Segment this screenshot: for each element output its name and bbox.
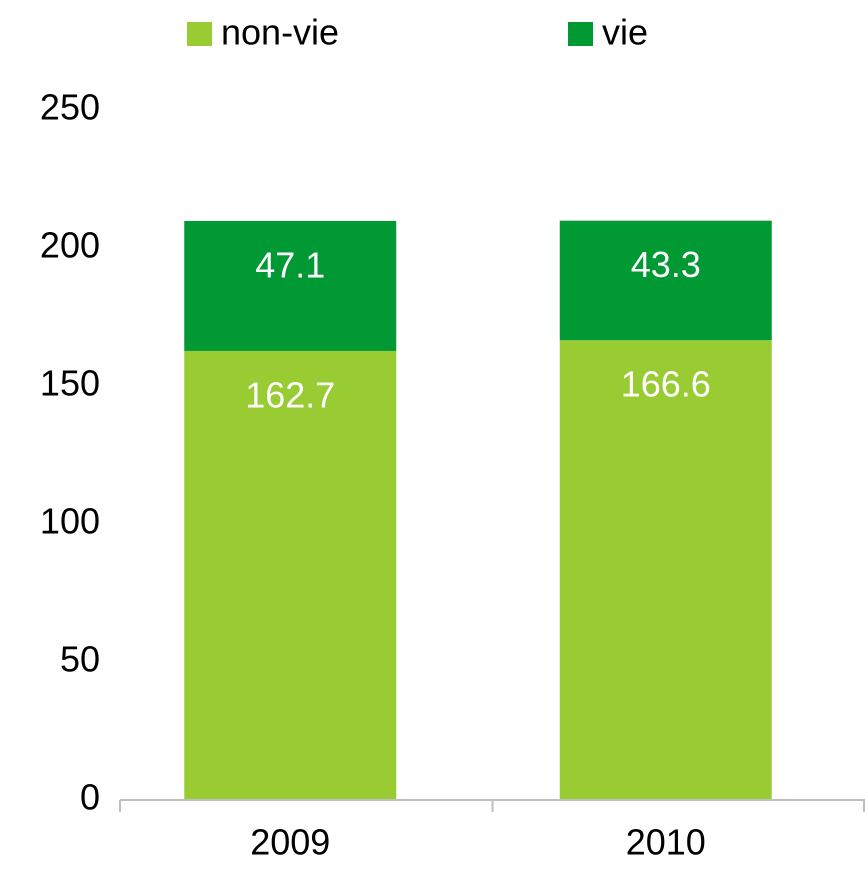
y-tick-label: 0 [80,777,100,818]
bar-segment [559,340,772,800]
legend-swatch [187,22,212,46]
bar-segment [184,220,397,351]
data-label: 47.1 [255,244,325,285]
x-tick-label: 2010 [626,822,706,863]
legend-label: vie [602,12,648,53]
y-tick-label: 150 [40,363,100,404]
y-tick-label: 200 [40,225,100,266]
legend-label: non-vie [221,12,339,53]
bar-segment [559,220,772,341]
x-tick-label: 2009 [250,822,330,863]
y-tick-label: 100 [40,501,100,542]
legend-swatch [568,22,593,46]
bar-segment [184,350,397,800]
data-label: 166.6 [621,364,711,405]
y-tick-label: 50 [60,639,100,680]
data-label: 162.7 [245,374,335,415]
y-tick-label: 250 [40,87,100,128]
data-label: 43.3 [631,244,701,285]
